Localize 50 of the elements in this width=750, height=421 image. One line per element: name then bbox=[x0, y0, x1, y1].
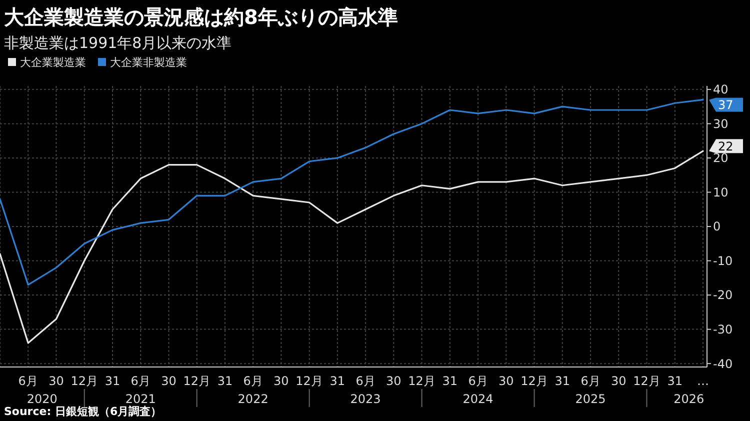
x-tick-label: 31 bbox=[554, 374, 570, 388]
x-tick-label: 12月 bbox=[70, 374, 98, 388]
y-tick-label: 20 bbox=[713, 151, 728, 166]
x-tick-label: 6月 bbox=[130, 374, 150, 388]
x-tick-label: … bbox=[697, 374, 709, 388]
line-series bbox=[0, 98, 704, 286]
x-tick-label: 31 bbox=[442, 374, 458, 388]
x-tick-label: 6月 bbox=[468, 374, 488, 388]
x-tick-label: 30 bbox=[611, 374, 626, 388]
x-tick-label: 31 bbox=[104, 374, 120, 388]
data-label: 22 bbox=[718, 139, 734, 154]
y-tick-label: -20 bbox=[713, 288, 733, 302]
x-tick-label: 12月 bbox=[408, 374, 436, 388]
y-tick-label: -10 bbox=[713, 254, 733, 268]
y-tick-label: -40 bbox=[713, 356, 733, 371]
text: 2025 bbox=[575, 392, 606, 406]
chart-title: 大企業製造業の景況感は約8年ぶりの高水準 bbox=[4, 5, 398, 29]
x-tick-label: 12月 bbox=[296, 374, 323, 388]
y-tick-label: 10 bbox=[713, 185, 728, 200]
legend-label: 大企業非製造業 bbox=[110, 56, 187, 69]
x-tick-label: 30 bbox=[161, 374, 176, 388]
x-tick-label: 30 bbox=[498, 374, 514, 388]
x-tick-label: 12月 bbox=[633, 374, 660, 388]
text: 2023 bbox=[350, 392, 381, 406]
x-tick-label: 30 bbox=[386, 374, 402, 388]
x-tick-label: 31 bbox=[330, 374, 346, 388]
x-tick-label: 12月 bbox=[183, 374, 210, 388]
y-tick-label: -30 bbox=[713, 322, 733, 337]
text: 2021 bbox=[125, 392, 156, 406]
x-tick-label: 30 bbox=[274, 374, 289, 388]
legend-label: 大企業製造業 bbox=[20, 56, 86, 69]
x-tick-label: 6月 bbox=[243, 374, 263, 388]
chart-subtitle: 非製造業は1991年8月以来の水準 bbox=[4, 34, 232, 52]
x-tick-label: 31 bbox=[217, 374, 233, 388]
y-tick-label: 30 bbox=[713, 116, 728, 131]
text: 2022 bbox=[238, 392, 268, 406]
x-tick-label: 30 bbox=[48, 374, 64, 388]
x-tick-label: 6月 bbox=[580, 374, 600, 388]
x-tick-label: 6月 bbox=[18, 374, 38, 388]
x-tick-label: 12月 bbox=[520, 374, 548, 388]
text: 2024 bbox=[462, 392, 494, 406]
x-tick-label: 31 bbox=[667, 374, 683, 388]
line-series bbox=[0, 150, 704, 344]
data-label: 37 bbox=[718, 98, 734, 112]
text: 2020 bbox=[26, 392, 58, 406]
text: 2026 bbox=[674, 392, 704, 406]
source-note: Source: 日銀短観（6月調査） bbox=[4, 405, 162, 418]
y-tick-label: 0 bbox=[713, 220, 721, 234]
y-tick-label: 40 bbox=[713, 82, 728, 97]
x-tick-label: 6月 bbox=[356, 374, 376, 388]
